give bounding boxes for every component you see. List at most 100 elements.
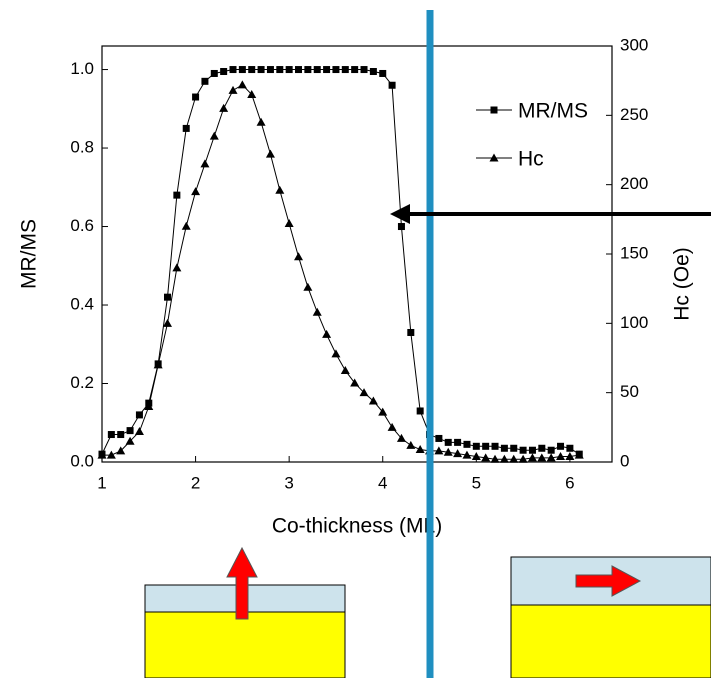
y-tick-label: 0.2 <box>70 373 94 392</box>
point <box>406 440 416 449</box>
x-tick-label: 2 <box>191 473 200 492</box>
y2-tick-label: 50 <box>620 382 639 401</box>
point <box>219 103 229 112</box>
x-tick-label: 3 <box>284 473 293 492</box>
point <box>537 453 547 462</box>
point <box>509 454 519 463</box>
point <box>126 427 134 435</box>
x-axis-label: Co-thickness (ML) <box>272 515 442 538</box>
series-line <box>101 69 580 455</box>
point <box>388 81 396 89</box>
point <box>453 449 463 458</box>
point <box>387 422 397 431</box>
point <box>248 66 256 74</box>
y2-tick-label: 300 <box>620 35 648 54</box>
magnetization-up <box>226 546 258 620</box>
point <box>360 66 368 74</box>
point <box>276 66 284 74</box>
point <box>519 446 527 454</box>
point <box>97 450 107 459</box>
point <box>444 438 452 446</box>
y2-tick-label: 200 <box>620 174 648 193</box>
point <box>257 66 265 74</box>
point <box>191 187 201 196</box>
point <box>491 442 499 450</box>
point <box>557 442 565 450</box>
point <box>547 446 555 454</box>
point <box>181 221 191 230</box>
point <box>172 263 182 272</box>
point <box>107 431 115 439</box>
point <box>200 159 210 168</box>
point <box>443 447 453 456</box>
point <box>499 454 509 463</box>
magnetization-in-plane <box>575 565 642 597</box>
point <box>538 444 546 452</box>
point <box>117 431 125 439</box>
point <box>528 446 536 454</box>
point <box>164 293 172 301</box>
point <box>192 93 200 101</box>
point <box>256 117 266 126</box>
point <box>341 66 349 74</box>
point <box>396 433 406 442</box>
legend-label: Hc <box>518 148 544 171</box>
point <box>163 318 173 327</box>
point <box>435 434 443 442</box>
series-line <box>102 84 580 460</box>
point <box>173 191 181 199</box>
y-tick-label: 0.0 <box>70 451 94 470</box>
point <box>210 69 218 77</box>
point <box>351 66 359 74</box>
point <box>275 185 285 194</box>
point <box>527 453 537 462</box>
layer-substrate <box>144 611 346 678</box>
point <box>416 407 424 415</box>
legend-marker <box>490 106 498 114</box>
y-tick-label: 0.8 <box>70 138 94 157</box>
point <box>397 223 405 231</box>
point <box>229 66 237 74</box>
point <box>135 411 143 419</box>
legend-label: MR/MS <box>518 100 588 123</box>
point <box>359 388 369 397</box>
point <box>434 446 444 455</box>
point <box>304 66 312 74</box>
point <box>566 444 574 452</box>
point <box>415 445 425 454</box>
point <box>201 77 209 85</box>
point <box>463 440 471 448</box>
point <box>153 360 163 369</box>
y2-axis-label: Hc (Oe) <box>671 247 694 321</box>
point <box>472 442 480 450</box>
x-tick-label: 1 <box>97 473 106 492</box>
y-tick-label: 1.0 <box>70 59 94 78</box>
point <box>331 349 341 358</box>
point <box>125 436 135 445</box>
point <box>313 66 321 74</box>
point <box>350 378 360 387</box>
y2-tick-label: 100 <box>620 313 648 332</box>
point <box>454 438 462 446</box>
point <box>379 69 387 77</box>
point <box>182 124 190 132</box>
point <box>546 453 556 462</box>
point <box>407 328 415 336</box>
point <box>510 444 518 452</box>
point <box>134 426 144 435</box>
point <box>238 66 246 74</box>
point <box>471 451 481 460</box>
legend-marker <box>489 153 499 162</box>
point <box>482 442 490 450</box>
point <box>462 450 472 459</box>
layer-substrate <box>510 604 711 678</box>
y2-tick-label: 0 <box>620 451 629 470</box>
point <box>565 451 575 460</box>
point <box>265 149 275 158</box>
x-tick-label: 5 <box>472 473 481 492</box>
point <box>266 66 274 74</box>
point <box>312 307 322 316</box>
point <box>500 444 508 452</box>
point <box>285 66 293 74</box>
